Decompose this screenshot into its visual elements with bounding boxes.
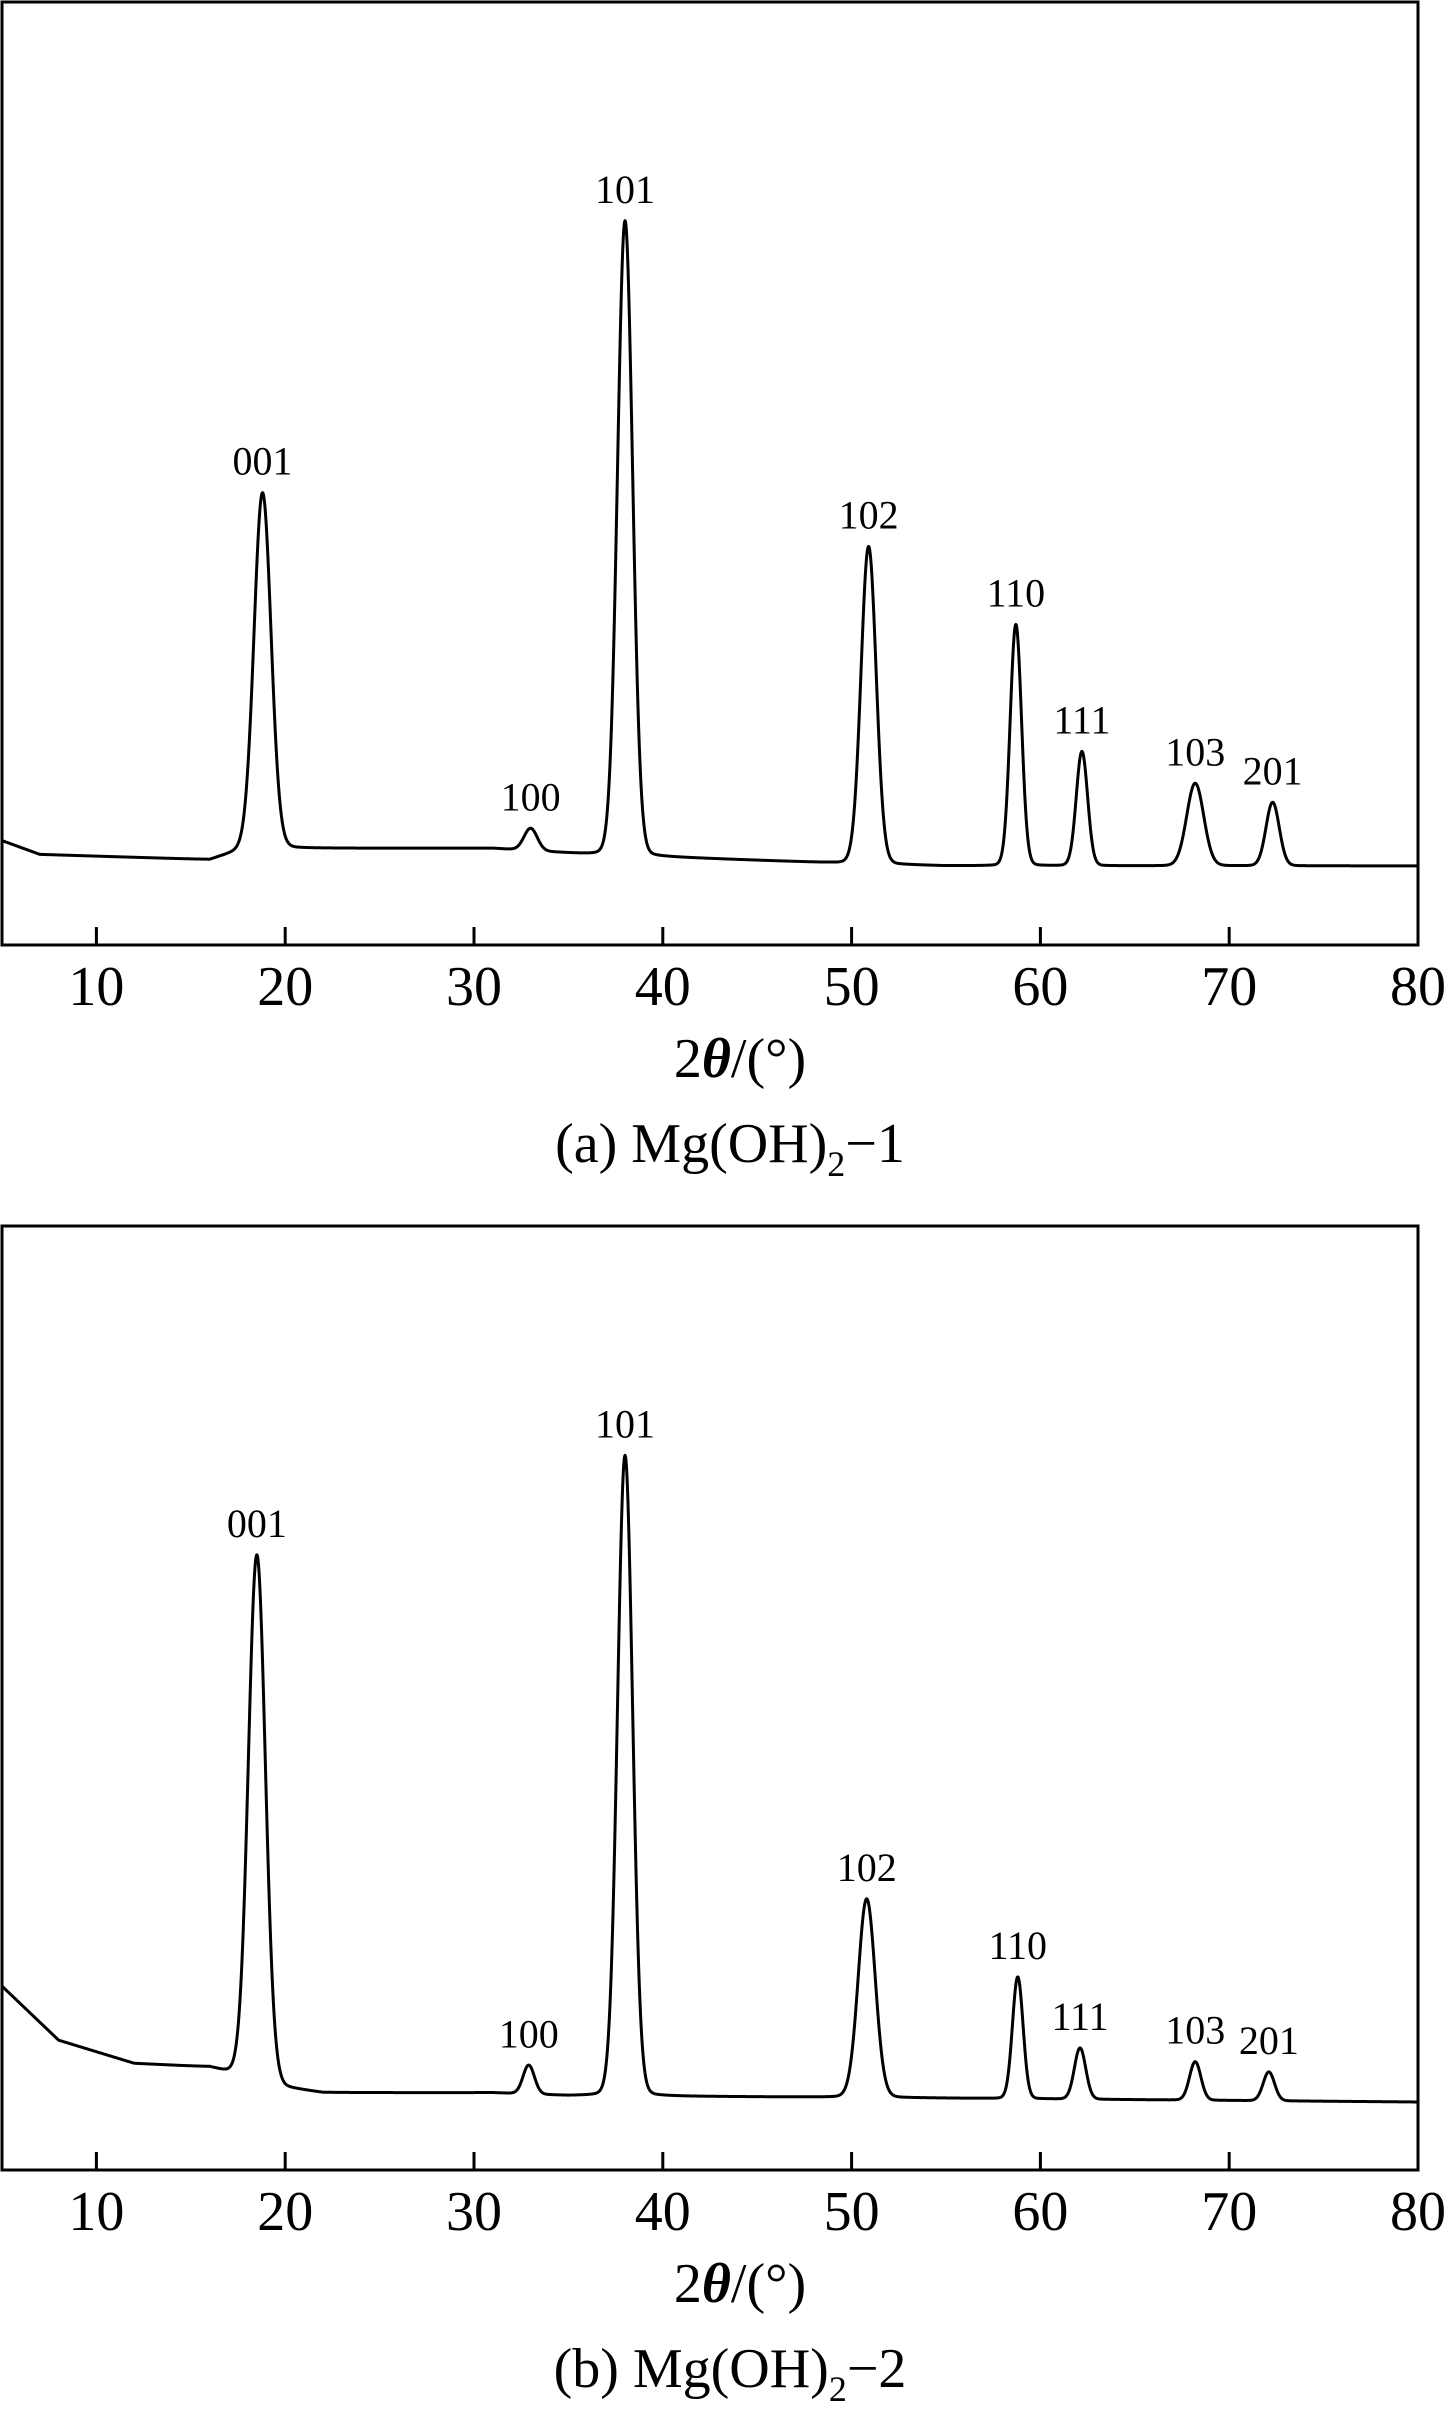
peak-label-110: 110 — [988, 1923, 1047, 1968]
xrd-chart-a: 10 20 30 40 50 60 70 80 001 100 101 102 110 111 103 201… — [0, 0, 1446, 1184]
x-axis-title: 2θ/(°) — [674, 2253, 806, 2315]
x-tick-label: 80 — [1390, 956, 1446, 1018]
peak-label-201: 201 — [1243, 748, 1303, 793]
x-tick-label: 80 — [1390, 2181, 1446, 2243]
peak-label-111: 111 — [1053, 698, 1110, 743]
x-tick-label: 10 — [68, 956, 124, 1018]
chart-panel-a: 10 20 30 40 50 60 70 80 001 100 101 102 110 111 103 201… — [0, 0, 1453, 1200]
x-tick-label: 60 — [1012, 956, 1068, 1018]
figure-caption: (a) Mg(OH)2−1 — [555, 1113, 905, 1184]
plot-frame — [0, 0, 1420, 947]
peak-label-101: 101 — [595, 167, 655, 212]
peak-label-110: 110 — [987, 571, 1046, 616]
x-tick-label: 10 — [68, 2181, 124, 2243]
peak-label-111: 111 — [1052, 1994, 1109, 2039]
x-tick-label: 70 — [1201, 2181, 1257, 2243]
x-tick-label: 50 — [824, 2181, 880, 2243]
peak-label-102: 102 — [839, 493, 899, 538]
x-tick-label: 30 — [446, 956, 502, 1018]
peak-label-100: 100 — [501, 775, 561, 820]
peak-label-100: 100 — [499, 2011, 559, 2056]
peak-label-103: 103 — [1165, 2008, 1225, 2053]
peak-label-102: 102 — [837, 1845, 897, 1890]
peak-label-001: 001 — [227, 1501, 287, 1546]
peak-label-103: 103 — [1165, 729, 1225, 774]
x-tick-label: 30 — [446, 2181, 502, 2243]
x-tick-label: 40 — [635, 956, 691, 1018]
x-axis-title: 2θ/(°) — [674, 1028, 806, 1090]
plot-frame — [0, 1224, 1420, 2172]
chart-panel-b: 10 20 30 40 50 60 70 80 001 100 101 102 110 111 103 201… — [0, 1210, 1453, 2419]
xrd-curve — [0, 1453, 1420, 2104]
peak-label-001: 001 — [233, 439, 293, 484]
x-tick-label: 20 — [257, 956, 313, 1018]
x-tick-label: 60 — [1012, 2181, 1068, 2243]
x-tick-label: 40 — [635, 2181, 691, 2243]
peak-label-201: 201 — [1239, 2018, 1299, 2063]
x-tick-label: 20 — [257, 2181, 313, 2243]
xrd-curve — [0, 219, 1420, 868]
figure-caption: (b) Mg(OH)2−2 — [554, 2338, 907, 2409]
x-tick-label: 50 — [824, 956, 880, 1018]
peak-label-101: 101 — [595, 1401, 655, 1446]
x-tick-label: 70 — [1201, 956, 1257, 1018]
